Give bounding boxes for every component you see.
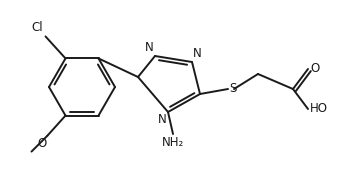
Text: N: N — [193, 47, 202, 60]
Text: HO: HO — [310, 102, 328, 116]
Text: O: O — [310, 63, 319, 75]
Text: O: O — [37, 137, 46, 150]
Text: N: N — [158, 113, 167, 126]
Text: S: S — [229, 82, 236, 95]
Text: Cl: Cl — [32, 21, 44, 34]
Text: NH₂: NH₂ — [162, 136, 184, 149]
Text: N: N — [145, 41, 154, 54]
